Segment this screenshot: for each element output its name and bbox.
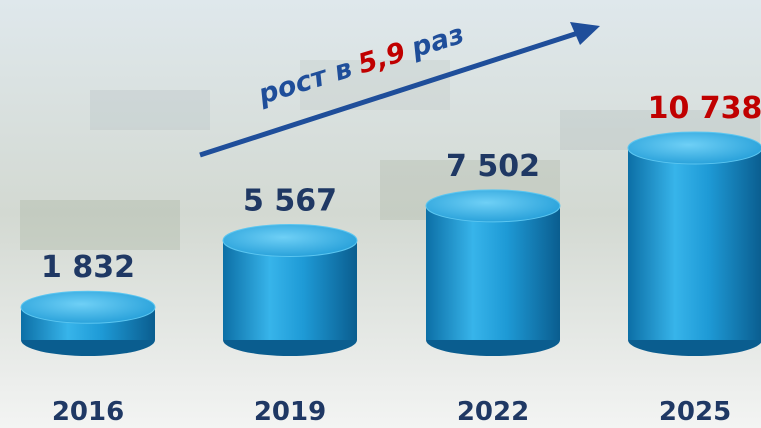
x-tick-label: 2022 — [457, 397, 529, 427]
cylinder-top — [20, 290, 156, 324]
cylinder-top — [222, 223, 358, 257]
cylinder-body — [223, 240, 357, 340]
x-tick-label: 2019 — [254, 397, 326, 427]
value-label: 7 502 — [446, 149, 540, 184]
value-label: 1 832 — [41, 250, 135, 285]
x-tick-label: 2016 — [52, 397, 124, 427]
arrow-head — [570, 22, 600, 45]
x-tick-label: 2025 — [659, 397, 731, 427]
cylinder-top — [425, 189, 561, 223]
growth-arrow — [199, 30, 579, 158]
cylinder-top — [627, 131, 761, 165]
cylinder-body — [628, 148, 761, 340]
value-label: 10 738 — [648, 91, 761, 126]
cylinder-body — [426, 205, 560, 340]
value-label: 5 567 — [243, 183, 337, 218]
